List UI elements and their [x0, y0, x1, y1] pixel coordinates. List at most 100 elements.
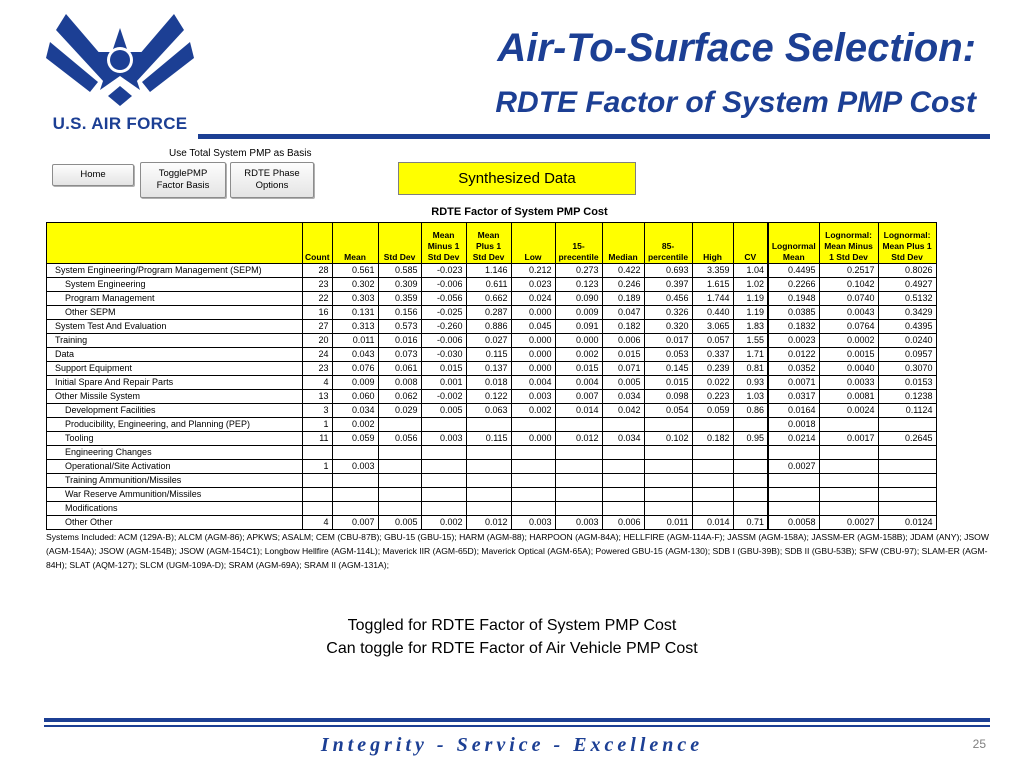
table-cell: 0.0124 — [877, 515, 937, 530]
table-row: Initial Spare And Repair Parts 4 0.009 0.00… — [46, 375, 937, 390]
table-cell: 22 — [302, 291, 333, 306]
table-cell: 0.182 — [691, 431, 734, 446]
table-cell: 0.273 — [554, 263, 603, 278]
table-cell — [302, 445, 333, 460]
table-cell: 0.5132 — [877, 291, 937, 306]
table-cell — [554, 501, 603, 516]
table-cell: 0.007 — [554, 389, 603, 404]
home-button[interactable]: Home — [52, 164, 134, 186]
table-cell: 0.054 — [643, 403, 693, 418]
table-row: Tooling 11 0.059 0.056 0.003 0.115 0.000 0.012 0… — [46, 431, 937, 446]
rdte-phase-label-line1: RDTE Phase — [244, 168, 300, 179]
table-cell — [331, 501, 379, 516]
header-cell: Lognormal Mean — [767, 222, 820, 264]
header-cell: Std Dev — [377, 222, 422, 264]
table-cell: 0.0033 — [818, 375, 879, 390]
header-cell: Mean Plus 1 Std Dev — [465, 222, 512, 264]
table-cell: 0.029 — [377, 403, 422, 418]
table-cell: 1.55 — [732, 333, 769, 348]
table-cell: 0.007 — [331, 515, 379, 530]
table-cell: 0.2517 — [818, 263, 879, 278]
table-cell: 0.287 — [465, 305, 512, 320]
table-cell — [302, 487, 333, 502]
table-cell: 1.615 — [691, 277, 734, 292]
row-label: Engineering Changes — [46, 445, 303, 460]
rdte-factor-table: Count Mean Std Dev Mean Minus 1 Std Dev … — [46, 222, 937, 530]
table-cell: 0.0017 — [818, 431, 879, 446]
table-cell: 0.002 — [510, 403, 556, 418]
table-cell: 1.146 — [465, 263, 512, 278]
table-cell: 0.122 — [465, 389, 512, 404]
table-cell: 0.015 — [554, 361, 603, 376]
table-cell: 0.091 — [554, 319, 603, 334]
table-cell: 0.246 — [601, 277, 645, 292]
table-cell: 0.313 — [331, 319, 379, 334]
table-row: Other Other 4 0.007 0.005 0.002 0.012 0.003 0.0… — [46, 515, 937, 530]
caption-line-2: Can toggle for RDTE Factor of Air Vehicl… — [326, 640, 698, 657]
systems-included-note: Systems Included: ACM (129A-B); ALCM (AG… — [46, 532, 989, 570]
table-cell: 0.047 — [601, 305, 645, 320]
row-label: Support Equipment — [46, 361, 303, 376]
table-cell: 0.440 — [691, 305, 734, 320]
row-label: Training — [46, 333, 303, 348]
table-cell: -0.025 — [420, 305, 467, 320]
table-cell: 0.86 — [732, 403, 769, 418]
table-cell: 0.034 — [331, 403, 379, 418]
table-cell — [767, 445, 820, 460]
table-cell: 0.337 — [691, 347, 734, 362]
table-cell: 28 — [302, 263, 333, 278]
table-cell: 0.115 — [465, 347, 512, 362]
table-cell: 0.137 — [465, 361, 512, 376]
page-number: 25 — [972, 737, 986, 751]
table-row: War Reserve Ammunition/Missiles — [46, 487, 937, 502]
table-cell: 0.0024 — [818, 403, 879, 418]
table-cell: 0.023 — [510, 277, 556, 292]
row-label: Initial Spare And Repair Parts — [46, 375, 303, 390]
table-cell: 0.003 — [554, 515, 603, 530]
table-cell — [554, 445, 603, 460]
table-cell — [643, 473, 693, 488]
table-cell: -0.030 — [420, 347, 467, 362]
table-cell: 0.098 — [643, 389, 693, 404]
table-cell — [554, 417, 603, 432]
table-cell — [691, 487, 734, 502]
table-cell — [465, 487, 512, 502]
table-cell: 0.000 — [510, 347, 556, 362]
table-cell — [601, 501, 645, 516]
header-cell: 85-percentile — [643, 222, 693, 264]
table-cell: 0.693 — [643, 263, 693, 278]
table-cell: 0.022 — [691, 375, 734, 390]
table-cell: 0.016 — [377, 333, 422, 348]
table-cell: 0.303 — [331, 291, 379, 306]
table-cell: 0.005 — [377, 515, 422, 530]
table-cell: 0.045 — [510, 319, 556, 334]
table-row: Support Equipment 23 0.076 0.061 0.015 0.137 0… — [46, 361, 937, 376]
table-cell: 4 — [302, 375, 333, 390]
table-cell — [818, 459, 879, 474]
table-cell: 0.2645 — [877, 431, 937, 446]
table-row: Operational/Site Activation 1 0.003 0.0027 — [46, 459, 937, 474]
table-cell: 0.0023 — [767, 333, 820, 348]
table-row: Producibility, Engineering, and Planning… — [46, 417, 937, 432]
table-cell: 0.024 — [510, 291, 556, 306]
table-cell — [554, 459, 603, 474]
table-cell — [331, 473, 379, 488]
table-cell — [601, 459, 645, 474]
table-cell: 0.015 — [420, 361, 467, 376]
rdte-phase-options-button[interactable]: RDTE Phase Options — [230, 162, 314, 198]
toggle-pmp-button[interactable]: TogglePMP Factor Basis — [140, 162, 226, 198]
table-cell — [643, 487, 693, 502]
table-title: RDTE Factor of System PMP Cost — [431, 206, 608, 218]
table-cell: 1 — [302, 417, 333, 432]
table-cell: 0.81 — [732, 361, 769, 376]
header-category — [46, 222, 303, 264]
table-cell: 0.611 — [465, 277, 512, 292]
table-cell: 0.061 — [377, 361, 422, 376]
table-cell: 1.04 — [732, 263, 769, 278]
air-force-wordmark: U.S. AIR FORCE — [52, 114, 188, 133]
table-cell: 0.090 — [554, 291, 603, 306]
table-cell — [818, 501, 879, 516]
table-cell — [510, 501, 556, 516]
table-cell: 0.585 — [377, 263, 422, 278]
row-label: Data — [46, 347, 303, 362]
